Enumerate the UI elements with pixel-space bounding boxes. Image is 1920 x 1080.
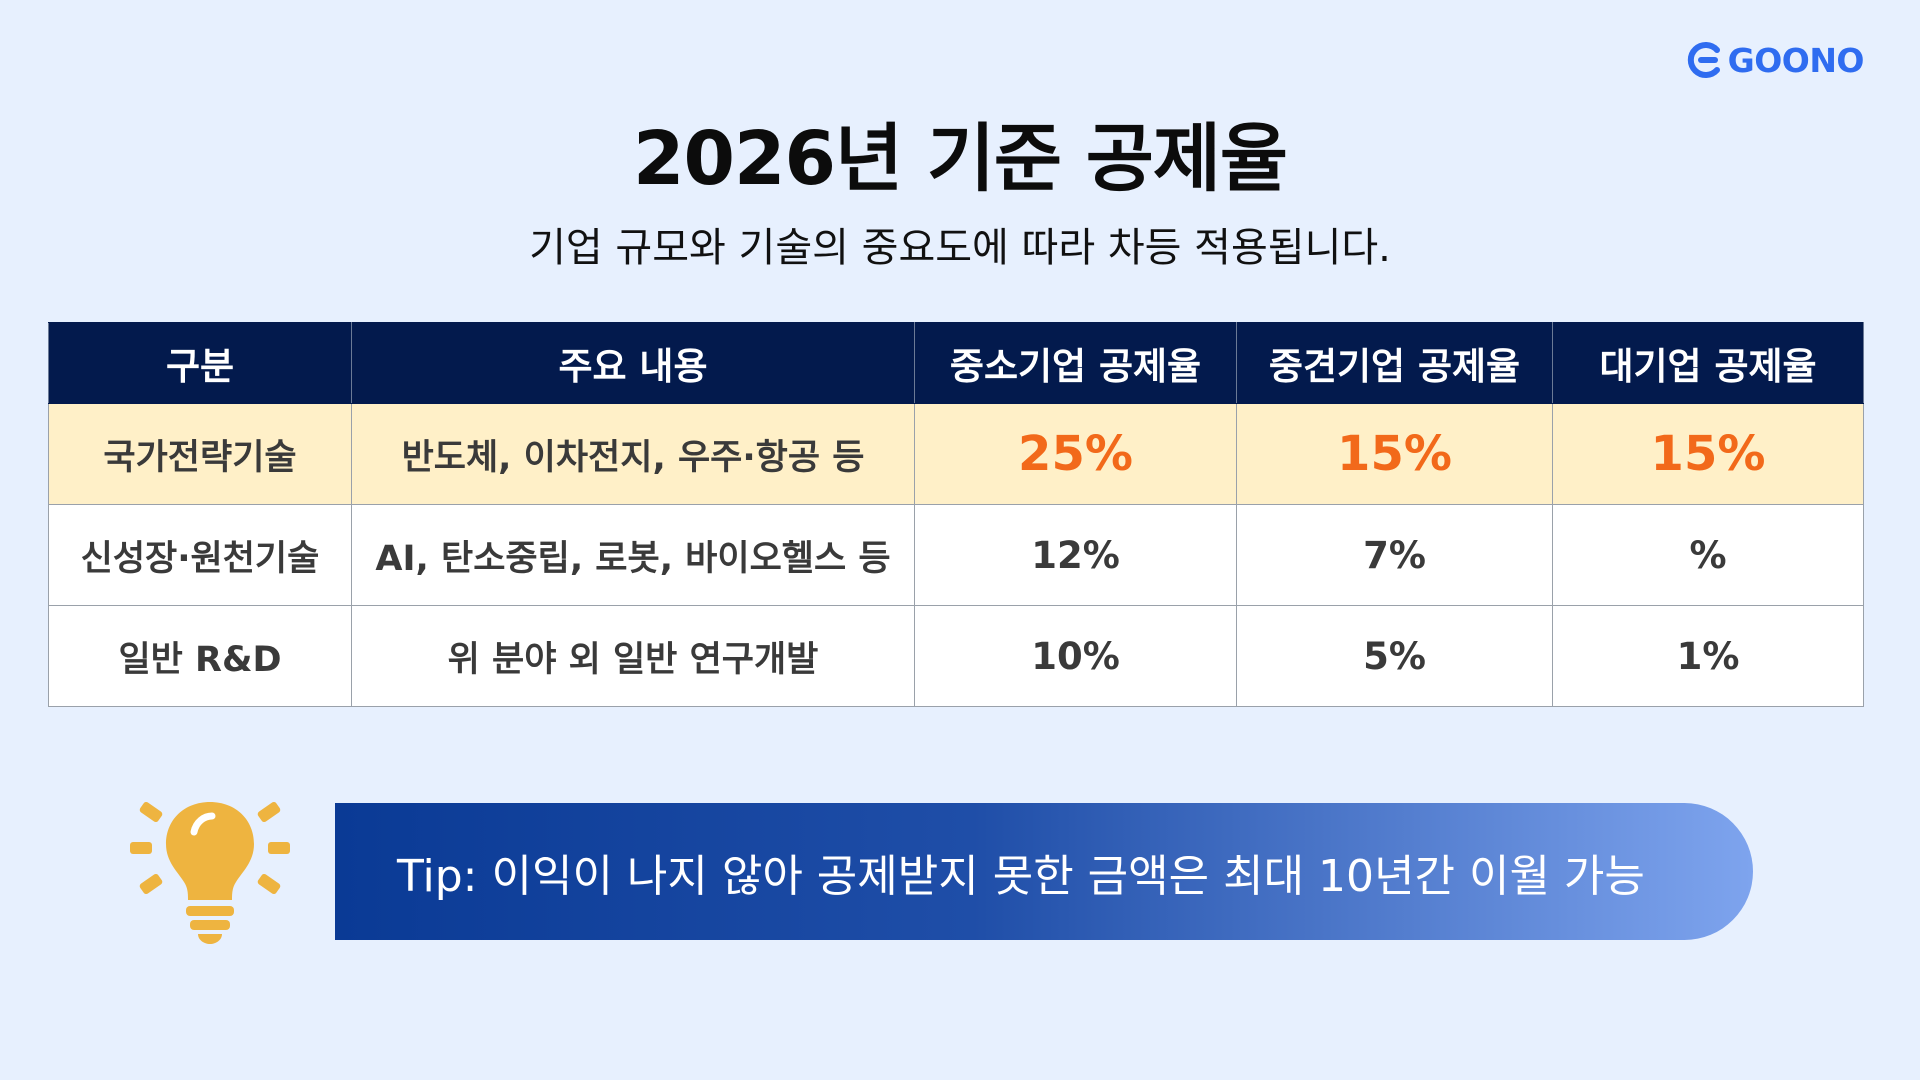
brand-logo-icon — [1687, 42, 1720, 78]
table-row-general-rnd: 일반 R&D 위 분야 외 일반 연구개발 10% 5% 1% — [48, 605, 1864, 707]
row-content: 위 분야 외 일반 연구개발 — [351, 605, 915, 707]
row-large-rate: 15% — [1552, 403, 1864, 505]
row-large-rate: 1% — [1552, 605, 1864, 707]
row-category: 일반 R&D — [48, 605, 352, 707]
row-content: AI, 탄소중립, 로봇, 바이오헬스 등 — [351, 504, 915, 606]
table-header-row: 구분 주요 내용 중소기업 공제율 중견기업 공제율 대기업 공제율 — [48, 322, 1864, 404]
header-midsize-rate: 중견기업 공제율 — [1236, 322, 1553, 404]
row-category: 국가전략기술 — [48, 403, 352, 505]
lightbulb-icon — [124, 798, 296, 952]
header-large-rate: 대기업 공제율 — [1552, 322, 1864, 404]
row-midsize-rate: 5% — [1236, 605, 1553, 707]
row-category: 신성장·원천기술 — [48, 504, 352, 606]
page-title: 2026년 기준 공제율 — [633, 116, 1288, 202]
tip-banner: Tip: 이익이 나지 않아 공제받지 못한 금액은 최대 10년간 이월 가능 — [335, 803, 1753, 940]
header-category: 구분 — [48, 322, 352, 404]
row-content: 반도체, 이차전지, 우주·항공 등 — [351, 403, 915, 505]
table-row-new-growth: 신성장·원천기술 AI, 탄소중립, 로봇, 바이오헬스 등 12% 7% % — [48, 504, 1864, 606]
row-midsize-rate: 7% — [1236, 504, 1553, 606]
row-sme-rate: 25% — [914, 403, 1237, 505]
brand-logo: GOONO — [1684, 40, 1865, 80]
table-row-national-strategic: 국가전략기술 반도체, 이차전지, 우주·항공 등 25% 15% 15% — [48, 403, 1864, 505]
row-large-rate: % — [1552, 504, 1864, 606]
page-subtitle: 기업 규모와 기술의 중요도에 따라 차등 적용됩니다. — [529, 225, 1391, 271]
row-midsize-rate: 15% — [1236, 403, 1553, 505]
deduction-rate-table: 구분 주요 내용 중소기업 공제율 중견기업 공제율 대기업 공제율 국가전략기… — [48, 322, 1864, 707]
tip-text: Tip: 이익이 나지 않아 공제받지 못한 금액은 최대 10년간 이월 가능 — [397, 850, 1645, 902]
header-content: 주요 내용 — [351, 322, 915, 404]
brand-name: GOONO — [1727, 40, 1865, 80]
row-sme-rate: 12% — [914, 504, 1237, 606]
row-sme-rate: 10% — [914, 605, 1237, 707]
header-sme-rate: 중소기업 공제율 — [914, 322, 1237, 404]
